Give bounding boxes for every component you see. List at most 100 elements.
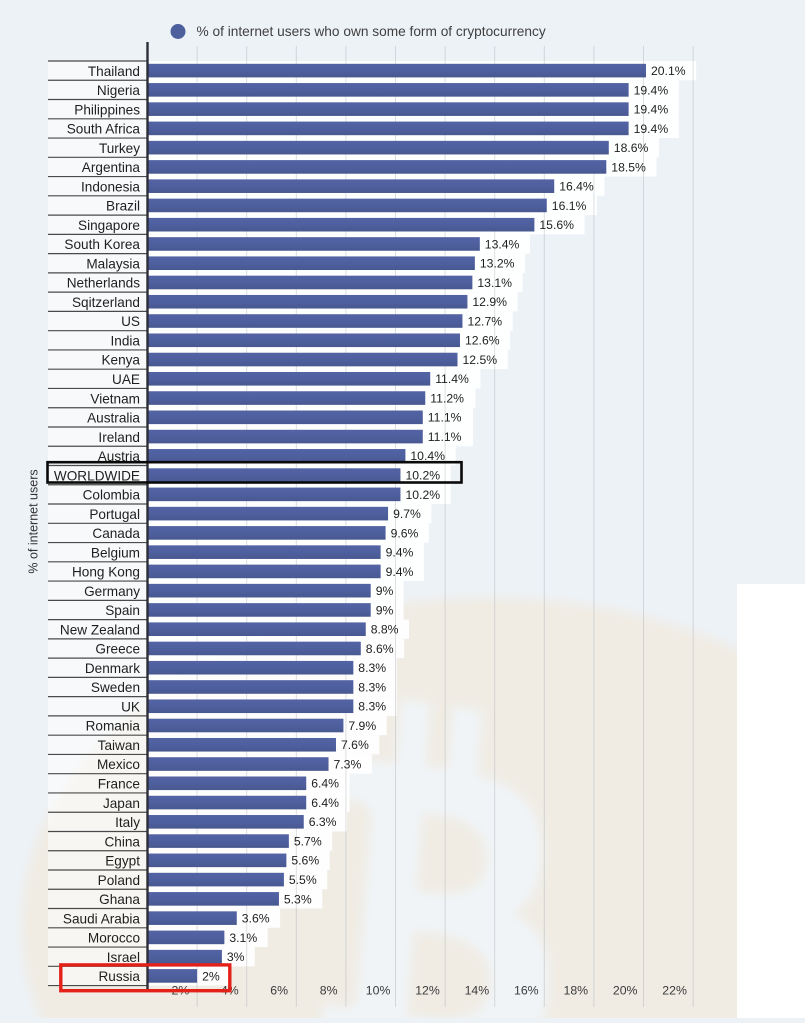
- svg-text:9.6%: 9.6%: [391, 526, 419, 540]
- svg-text:8.3%: 8.3%: [358, 661, 386, 675]
- svg-text:Australia: Australia: [87, 411, 140, 426]
- svg-text:Romania: Romania: [86, 719, 141, 734]
- svg-text:12.7%: 12.7%: [468, 314, 503, 328]
- svg-text:Denmark: Denmark: [85, 661, 140, 676]
- svg-text:Ghana: Ghana: [99, 892, 140, 907]
- svg-text:8.3%: 8.3%: [358, 680, 386, 694]
- svg-text:India: India: [111, 333, 141, 348]
- svg-text:6.4%: 6.4%: [311, 777, 339, 791]
- svg-text:8.6%: 8.6%: [366, 642, 394, 656]
- svg-text:12%: 12%: [415, 984, 440, 998]
- svg-text:Vietnam: Vietnam: [90, 391, 140, 406]
- svg-text:Poland: Poland: [98, 873, 140, 888]
- svg-text:New Zealand: New Zealand: [60, 622, 140, 637]
- svg-text:Austria: Austria: [98, 449, 141, 464]
- svg-text:Greece: Greece: [95, 642, 140, 657]
- svg-text:15.6%: 15.6%: [539, 218, 574, 232]
- svg-text:Colombia: Colombia: [83, 488, 141, 503]
- svg-text:Brazil: Brazil: [106, 199, 140, 214]
- svg-text:11.4%: 11.4%: [435, 372, 469, 386]
- svg-text:Philippines: Philippines: [74, 102, 140, 117]
- svg-text:UAE: UAE: [112, 372, 140, 387]
- svg-text:18.5%: 18.5%: [611, 160, 646, 174]
- svg-text:Mexico: Mexico: [97, 757, 140, 772]
- svg-text:Sqitzerland: Sqitzerland: [72, 295, 140, 310]
- svg-text:Germany: Germany: [84, 584, 140, 599]
- svg-text:Israel: Israel: [107, 950, 140, 965]
- svg-text:12.6%: 12.6%: [465, 334, 500, 348]
- svg-text:% of internet users: % of internet users: [27, 469, 41, 573]
- svg-text:France: France: [98, 776, 140, 791]
- svg-text:12.5%: 12.5%: [463, 353, 498, 367]
- svg-text:7.9%: 7.9%: [348, 719, 376, 733]
- svg-text:Singapore: Singapore: [78, 218, 140, 233]
- svg-text:Malaysia: Malaysia: [86, 256, 140, 271]
- svg-text:6.4%: 6.4%: [311, 796, 339, 810]
- svg-text:Portugal: Portugal: [89, 507, 140, 522]
- svg-text:Japan: Japan: [103, 796, 140, 811]
- svg-text:3.1%: 3.1%: [229, 931, 257, 945]
- svg-text:Argentina: Argentina: [82, 160, 141, 175]
- svg-text:3%: 3%: [227, 950, 245, 964]
- svg-text:Ireland: Ireland: [98, 430, 140, 445]
- svg-text:US: US: [121, 314, 140, 329]
- svg-text:22%: 22%: [662, 984, 687, 998]
- svg-text:14%: 14%: [465, 984, 490, 998]
- svg-text:7.6%: 7.6%: [341, 738, 369, 752]
- svg-text:Egypt: Egypt: [105, 854, 140, 869]
- svg-text:Belgium: Belgium: [91, 545, 140, 560]
- svg-text:Saudi Arabia: Saudi Arabia: [63, 911, 141, 926]
- svg-text:8.8%: 8.8%: [371, 623, 399, 637]
- svg-text:6%: 6%: [270, 984, 288, 998]
- svg-text:5.7%: 5.7%: [294, 834, 322, 848]
- svg-text:% of internet users who own so: % of internet users who own some form of…: [197, 24, 546, 39]
- svg-text:16%: 16%: [514, 984, 539, 998]
- svg-text:11.1%: 11.1%: [428, 411, 462, 425]
- svg-text:16.4%: 16.4%: [559, 180, 594, 194]
- svg-text:16.1%: 16.1%: [552, 199, 587, 213]
- svg-text:UK: UK: [121, 699, 140, 714]
- svg-text:18.6%: 18.6%: [614, 141, 649, 155]
- svg-text:5.6%: 5.6%: [291, 854, 319, 868]
- svg-text:8%: 8%: [320, 984, 338, 998]
- svg-text:Taiwan: Taiwan: [98, 738, 140, 753]
- svg-text:9.4%: 9.4%: [386, 546, 414, 560]
- svg-text:10.2%: 10.2%: [406, 488, 441, 502]
- svg-text:10.2%: 10.2%: [406, 469, 441, 483]
- svg-text:Italy: Italy: [115, 815, 140, 830]
- svg-text:Russia: Russia: [98, 969, 140, 984]
- svg-text:WORLDWIDE: WORLDWIDE: [54, 468, 140, 483]
- svg-text:9.4%: 9.4%: [386, 565, 414, 579]
- svg-text:9%: 9%: [376, 584, 394, 598]
- svg-text:7.3%: 7.3%: [334, 757, 362, 771]
- svg-text:Morocco: Morocco: [88, 931, 140, 946]
- svg-text:19.4%: 19.4%: [634, 103, 669, 117]
- svg-text:19.4%: 19.4%: [634, 83, 669, 97]
- svg-text:10.4%: 10.4%: [410, 449, 445, 463]
- svg-text:China: China: [104, 834, 140, 849]
- svg-text:Turkey: Turkey: [99, 141, 140, 156]
- svg-text:11.1%: 11.1%: [428, 430, 462, 444]
- svg-text:18%: 18%: [563, 984, 588, 998]
- svg-text:9.7%: 9.7%: [393, 507, 421, 521]
- svg-text:6.3%: 6.3%: [309, 815, 337, 829]
- svg-text:South Africa: South Africa: [67, 122, 141, 137]
- svg-text:13.2%: 13.2%: [480, 257, 515, 271]
- svg-text:11.2%: 11.2%: [430, 391, 464, 405]
- svg-text:5.5%: 5.5%: [289, 873, 317, 887]
- svg-text:13.4%: 13.4%: [485, 237, 520, 251]
- svg-text:Netherlands: Netherlands: [67, 276, 141, 291]
- svg-text:13.1%: 13.1%: [477, 276, 512, 290]
- svg-text:Kenya: Kenya: [101, 353, 140, 368]
- svg-text:9%: 9%: [376, 603, 394, 617]
- svg-text:Sweden: Sweden: [91, 680, 140, 695]
- svg-text:Spain: Spain: [105, 603, 140, 618]
- svg-text:South Korea: South Korea: [64, 237, 140, 252]
- svg-text:Nigeria: Nigeria: [97, 83, 141, 98]
- svg-text:Canada: Canada: [92, 526, 140, 541]
- svg-text:5.3%: 5.3%: [284, 892, 312, 906]
- svg-text:3.6%: 3.6%: [242, 912, 270, 926]
- svg-text:12.9%: 12.9%: [472, 295, 507, 309]
- svg-text:10%: 10%: [366, 984, 391, 998]
- svg-text:19.4%: 19.4%: [634, 122, 669, 136]
